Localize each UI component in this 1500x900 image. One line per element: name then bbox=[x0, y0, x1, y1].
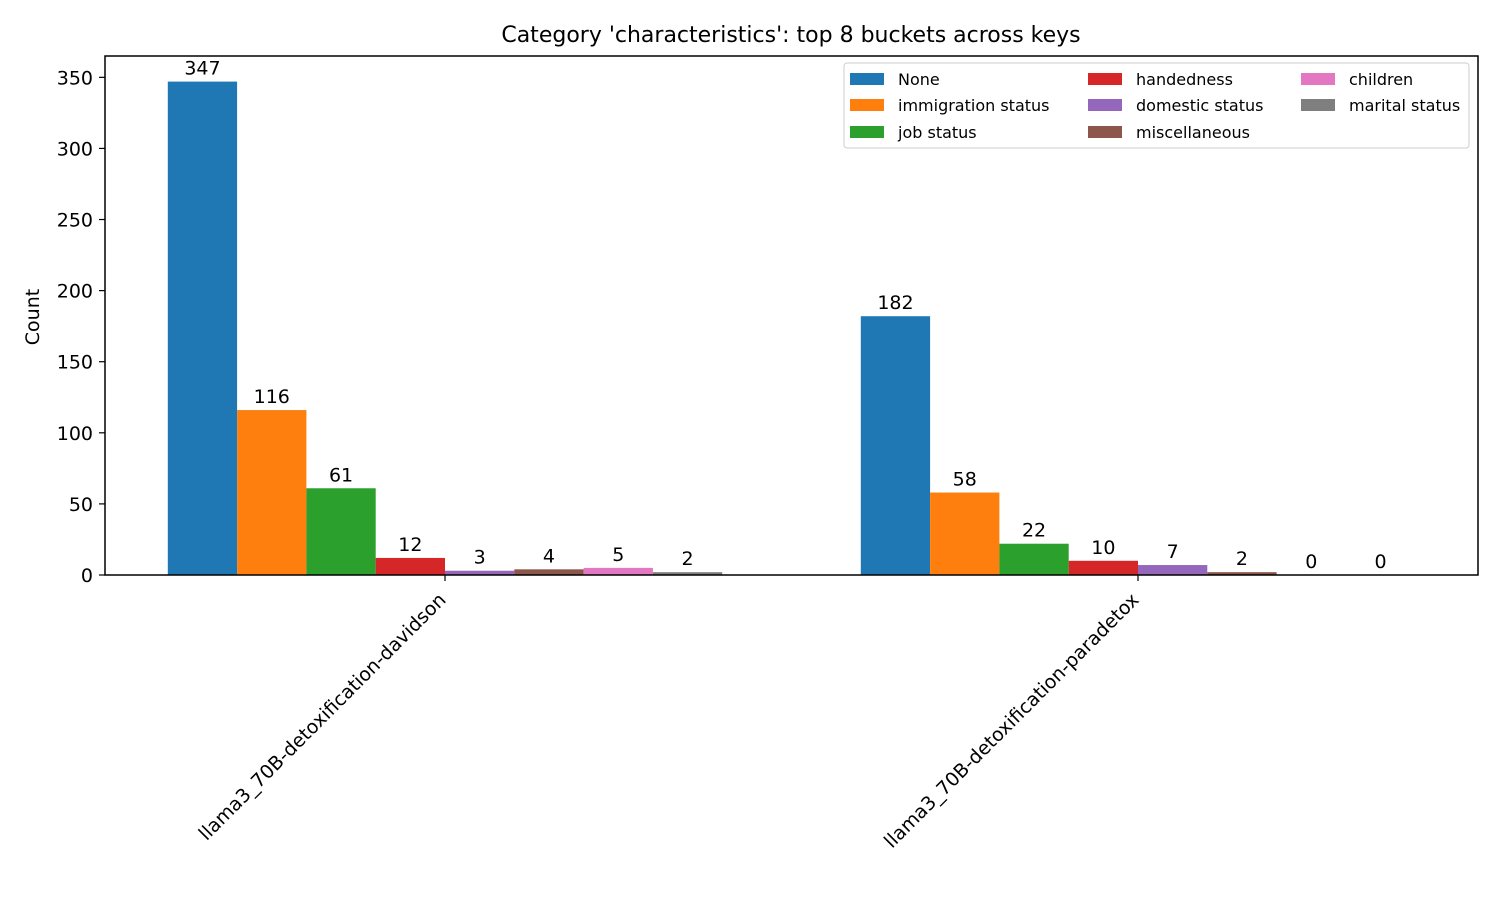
bar-value-label: 22 bbox=[1022, 520, 1046, 542]
bar bbox=[445, 570, 515, 575]
legend-entry-label: immigration status bbox=[898, 96, 1050, 115]
bar bbox=[1068, 560, 1138, 575]
legend-swatch bbox=[850, 126, 884, 138]
legend-swatch bbox=[1301, 73, 1335, 85]
legend-entry-label: miscellaneous bbox=[1136, 123, 1250, 142]
bar bbox=[652, 572, 723, 575]
legend-entry-label: marital status bbox=[1349, 96, 1460, 115]
bar-value-label: 10 bbox=[1091, 537, 1115, 559]
legend-entry-label: handedness bbox=[1136, 70, 1233, 89]
bar-value-label: 0 bbox=[1305, 551, 1317, 573]
bar bbox=[860, 316, 931, 575]
legend-swatch bbox=[1088, 99, 1122, 111]
y-axis-label: Count bbox=[22, 289, 44, 345]
y-tick-label: 100 bbox=[57, 423, 93, 445]
legend-swatch bbox=[850, 73, 884, 85]
bar-value-label: 4 bbox=[543, 545, 555, 567]
bar bbox=[167, 81, 238, 576]
legend-entry-label: None bbox=[898, 70, 940, 89]
bar-value-label: 347 bbox=[184, 58, 220, 80]
y-axis-ticks: 0 50 100 150 200 250 300 350 bbox=[57, 67, 105, 587]
bar-value-label: 116 bbox=[254, 386, 290, 408]
legend-swatch bbox=[1301, 99, 1335, 111]
bar bbox=[1207, 572, 1277, 575]
y-tick-label: 200 bbox=[57, 281, 93, 303]
bar-labels-group: 347 116 61 12 3 4 5 2 182 58 22 10 7 2 0 0 bbox=[184, 58, 1386, 573]
bar-value-label: 182 bbox=[877, 292, 913, 314]
y-tick-label: 250 bbox=[57, 210, 93, 232]
bar-value-label: 2 bbox=[1236, 548, 1248, 570]
legend-entry-label: domestic status bbox=[1136, 96, 1263, 115]
bar-value-label: 3 bbox=[474, 547, 486, 569]
plot-frame bbox=[104, 55, 1479, 576]
legend-swatch bbox=[1088, 73, 1122, 85]
y-tick-label: 300 bbox=[57, 138, 93, 160]
chart-title: Category 'characteristics': top 8 bucket… bbox=[501, 23, 1080, 48]
legend-swatch bbox=[850, 99, 884, 111]
legend-swatch bbox=[1088, 126, 1122, 138]
bar-value-label: 2 bbox=[682, 548, 694, 570]
bar bbox=[1138, 565, 1208, 575]
y-tick-label: 350 bbox=[57, 67, 93, 89]
legend-entry-label: job status bbox=[897, 123, 977, 142]
y-tick-label: 150 bbox=[57, 352, 93, 374]
bar bbox=[237, 410, 307, 575]
bar-value-label: 12 bbox=[398, 534, 422, 556]
y-tick-label: 0 bbox=[81, 565, 93, 587]
bar-value-label: 5 bbox=[612, 544, 624, 566]
legend: None immigration status job status handedne… bbox=[843, 62, 1470, 149]
bars-group bbox=[167, 81, 1277, 576]
legend-entry-label: children bbox=[1349, 70, 1413, 89]
bar bbox=[375, 557, 445, 575]
bar-value-label: 61 bbox=[329, 464, 353, 486]
bar bbox=[930, 492, 1000, 575]
bar-value-label: 0 bbox=[1375, 551, 1387, 573]
y-tick-label: 50 bbox=[69, 494, 93, 516]
bar bbox=[306, 488, 376, 575]
bar-value-label: 7 bbox=[1167, 541, 1179, 563]
bar-value-label: 58 bbox=[953, 469, 977, 491]
bar bbox=[583, 567, 653, 575]
bar bbox=[999, 543, 1069, 575]
bar bbox=[514, 569, 584, 575]
